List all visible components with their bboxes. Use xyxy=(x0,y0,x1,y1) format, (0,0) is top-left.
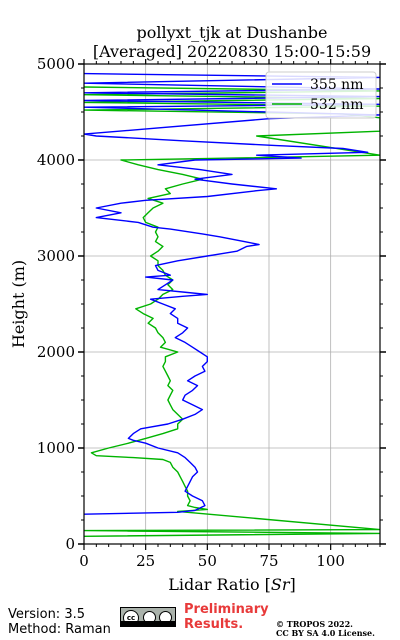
y-tick-label: 2000 xyxy=(37,343,75,361)
y-tick-label: 3000 xyxy=(37,247,75,265)
legend-label-532: 532 nm xyxy=(310,97,363,113)
chart-title-line2: [Averaged] 20220830 15:00-15:59 xyxy=(93,42,371,61)
plot-area xyxy=(84,64,380,544)
copyright-notice: © TROPOS 2022. CC BY SA 4.0 License. xyxy=(276,620,375,638)
x-tick-label: 100 xyxy=(316,552,345,570)
legend-label-355: 355 nm xyxy=(310,77,363,93)
series-group xyxy=(84,72,380,537)
chart-title-line1: pollyxt_tjk at Dushanbe xyxy=(136,23,327,42)
x-axis-label: Lidar Ratio [Sr] xyxy=(168,575,296,594)
method-label: Method: Raman xyxy=(8,622,111,637)
y-axis-label: Height (m) xyxy=(9,260,28,348)
cc-by-sa-icon: cc xyxy=(120,607,176,627)
x-axis-label-text: Lidar Ratio [ xyxy=(168,575,271,594)
badge-strip xyxy=(121,621,175,626)
y-tick-label: 4000 xyxy=(37,151,75,169)
y-tick-label: 0 xyxy=(65,535,75,553)
legend: 355 nm 532 nm xyxy=(265,71,377,119)
x-tick-label: 0 xyxy=(79,552,89,570)
series-line-355-nm xyxy=(84,72,380,515)
preliminary-results-notice: Preliminary Results. xyxy=(184,602,269,632)
copyright-line2: CC BY SA 4.0 License. xyxy=(276,628,375,638)
preliminary-line2: Results. xyxy=(184,617,244,632)
y-tick-label: 5000 xyxy=(37,55,75,73)
x-tick-label: 75 xyxy=(259,552,278,570)
x-axis-label-close: ] xyxy=(290,575,296,594)
version-label: Version: 3.5 xyxy=(8,607,85,622)
x-axis-label-unit: Sr xyxy=(271,575,291,594)
x-tick-label: 50 xyxy=(198,552,217,570)
copyright-line1: © TROPOS 2022. xyxy=(276,619,353,629)
x-tick-label: 25 xyxy=(136,552,155,570)
preliminary-line1: Preliminary xyxy=(184,602,269,617)
y-tick-label: 1000 xyxy=(37,439,75,457)
series-line-532-nm xyxy=(84,86,380,537)
